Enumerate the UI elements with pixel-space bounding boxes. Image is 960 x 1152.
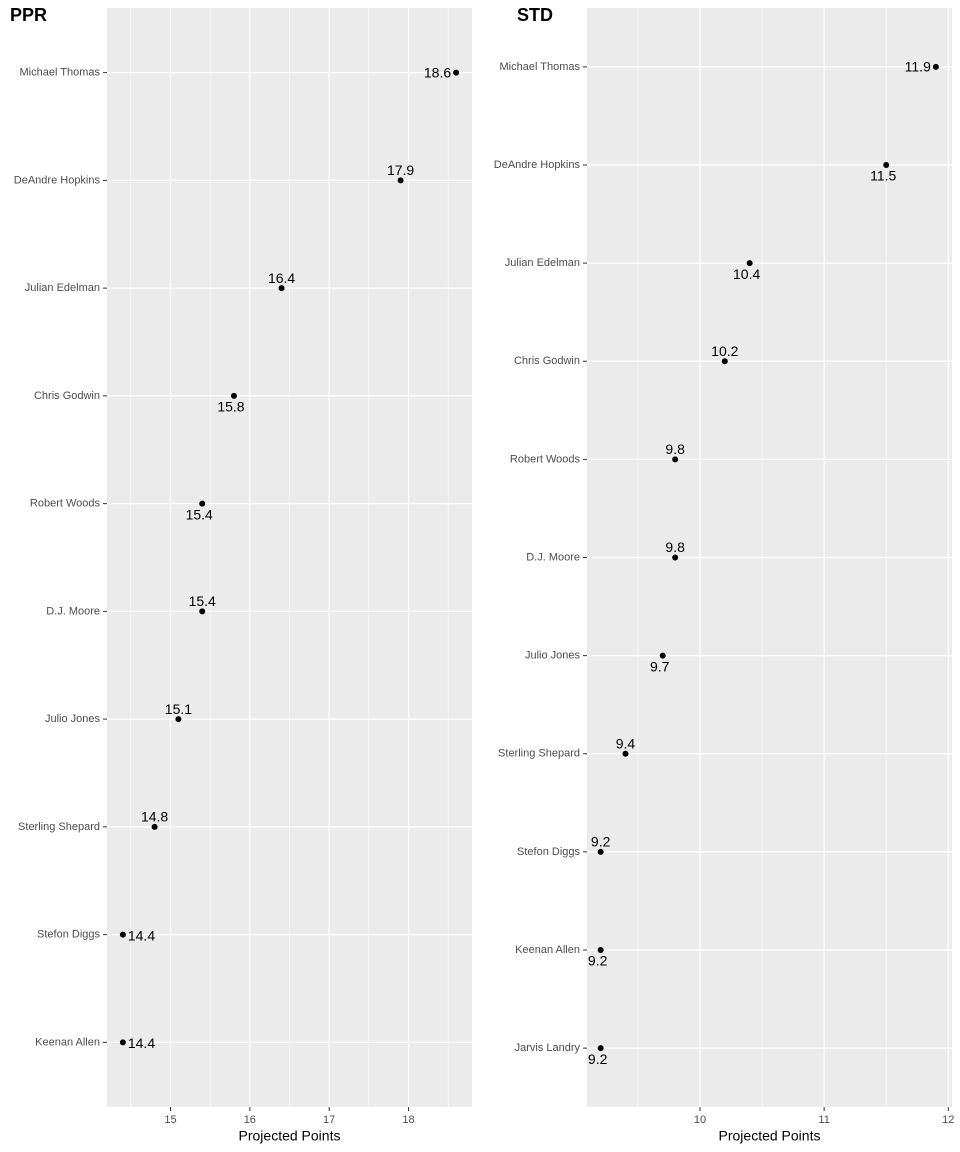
data-label: 14.4	[128, 927, 155, 943]
data-label: 9.8	[665, 441, 685, 457]
x-tick-label: 16	[244, 1114, 256, 1126]
data-label: 11.5	[870, 168, 896, 184]
data-label: 10.2	[711, 343, 738, 359]
data-label: 18.6	[424, 64, 451, 80]
dot	[278, 285, 285, 292]
y-tick-label: Keenan Allen	[35, 1036, 100, 1048]
y-tick-label: Julio Jones	[45, 713, 101, 725]
dot	[672, 456, 679, 463]
dot	[597, 848, 604, 855]
y-tick-label: Sterling Shepard	[498, 748, 580, 760]
y-tick-label: D.J. Moore	[526, 551, 580, 563]
y-tick-label: Stefon Diggs	[517, 846, 580, 858]
dot	[230, 392, 237, 399]
x-axis-title: Projected Points	[239, 1128, 341, 1144]
y-tick-label: D.J. Moore	[46, 605, 100, 617]
y-tick-label: Michael Thomas	[500, 61, 581, 73]
y-tick-label: Julio Jones	[525, 650, 581, 662]
y-tick-label: Michael Thomas	[20, 67, 101, 79]
data-label: 15.1	[165, 701, 192, 717]
dot	[397, 177, 404, 184]
data-label: 9.2	[588, 953, 608, 969]
y-tick-label: Chris Godwin	[514, 355, 580, 367]
panel-title: STD	[517, 5, 553, 25]
dot	[175, 716, 182, 723]
data-label: 9.4	[616, 735, 636, 751]
dot	[151, 823, 158, 830]
y-tick-label: DeAndre Hopkins	[14, 174, 101, 186]
data-label: 9.2	[591, 834, 611, 850]
data-label: 14.8	[141, 809, 168, 825]
data-label: 17.9	[387, 162, 414, 178]
dot	[119, 931, 126, 938]
data-label: 11.9	[905, 59, 931, 75]
data-label: 16.4	[268, 270, 295, 286]
y-tick-label: Julian Edelman	[505, 257, 580, 269]
x-axis-title: Projected Points	[719, 1128, 821, 1144]
y-tick-label: Jarvis Landry	[515, 1042, 581, 1054]
y-tick-label: Keenan Allen	[515, 944, 580, 956]
data-label: 15.4	[189, 593, 216, 609]
x-tick-label: 18	[402, 1114, 414, 1126]
dot	[672, 554, 679, 561]
dot	[199, 500, 206, 507]
dot	[622, 750, 629, 757]
dot	[746, 260, 753, 267]
dot	[659, 652, 666, 659]
dot	[721, 358, 728, 365]
x-tick-label: 11	[818, 1114, 829, 1126]
dot	[883, 162, 890, 168]
data-label: 14.4	[128, 1035, 155, 1051]
x-tick-label: 12	[942, 1114, 954, 1126]
y-tick-label: Robert Woods	[30, 498, 101, 510]
dot	[597, 1045, 604, 1052]
dot	[119, 1039, 126, 1046]
dot	[199, 608, 206, 615]
y-tick-label: Stefon Diggs	[37, 929, 100, 941]
y-tick-label: Julian Edelman	[25, 282, 100, 294]
panel-title: PPR	[10, 5, 47, 25]
data-label: 9.2	[588, 1051, 608, 1067]
dot	[453, 69, 460, 76]
data-label: 15.4	[186, 506, 213, 522]
y-tick-label: Sterling Shepard	[18, 821, 100, 833]
dot	[932, 63, 939, 70]
x-tick-label: 15	[164, 1114, 176, 1126]
x-tick-label: 10	[694, 1114, 706, 1126]
y-tick-label: Robert Woods	[510, 453, 581, 465]
y-tick-label: DeAndre Hopkins	[494, 159, 581, 171]
dot	[597, 947, 604, 953]
data-label: 10.4	[733, 266, 760, 282]
data-label: 9.7	[650, 658, 670, 674]
data-label: 15.8	[217, 399, 244, 415]
data-label: 9.8	[665, 539, 685, 555]
x-tick-label: 17	[323, 1114, 335, 1126]
y-tick-label: Chris Godwin	[34, 390, 100, 402]
